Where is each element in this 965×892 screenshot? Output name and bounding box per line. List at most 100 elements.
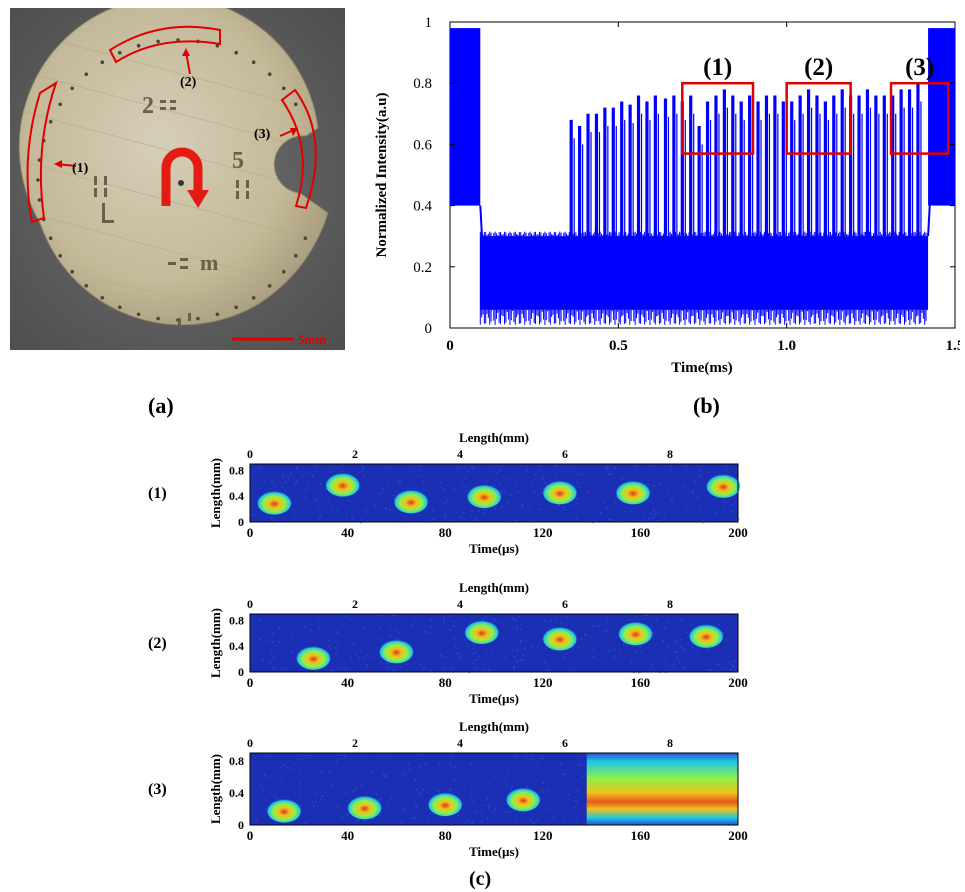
heatmap-noise	[430, 619, 432, 622]
heatmap-noise	[558, 504, 560, 506]
heatmap-noise	[614, 467, 616, 469]
heatmap-noise	[259, 784, 262, 787]
heatmap-noise	[340, 754, 343, 756]
heatmap-noise	[513, 655, 516, 658]
heatmap-noise	[291, 651, 293, 653]
heatmap-noise	[699, 475, 701, 477]
top-axis-label: Length(mm)	[459, 430, 529, 445]
heatmap-noise	[259, 619, 261, 621]
heatmap-blob	[267, 798, 302, 823]
heatmap-noise	[481, 821, 483, 824]
heatmap-noise	[676, 655, 679, 658]
rim-hole	[282, 269, 286, 274]
heatmap-noise	[469, 515, 472, 517]
heatmap-noise	[330, 471, 333, 473]
heatmap-noise	[674, 651, 677, 653]
heatmap-noise	[501, 506, 503, 508]
heatmap-noise	[666, 646, 668, 648]
rim-hole	[84, 284, 89, 288]
heatmap-noise	[692, 492, 694, 494]
heatmap-noise	[656, 618, 658, 620]
heatmap-noise	[404, 774, 406, 776]
heatmap-blob	[347, 795, 382, 820]
rim-hole	[251, 296, 256, 300]
heatmap-noise	[361, 470, 363, 473]
heatmap-noise	[406, 663, 409, 666]
heatmap-noise	[635, 465, 638, 467]
heatmap-noise	[478, 655, 480, 657]
heatmap-noise	[499, 482, 502, 484]
heatmap-noise	[519, 615, 521, 618]
heatmap-noise	[606, 629, 608, 632]
heatmap-noise	[652, 517, 655, 519]
heatmap-noise	[472, 468, 475, 471]
x-tick-label: 80	[439, 525, 452, 540]
heatmap-noise	[691, 490, 694, 492]
heatmap-noise	[527, 520, 529, 522]
heatmap-noise	[700, 505, 702, 508]
heatmap-noise	[707, 648, 709, 651]
heatmap-noise	[280, 668, 283, 671]
rim-hole	[70, 269, 74, 274]
heatmap-noise	[339, 496, 342, 499]
heatmap-noise	[304, 822, 307, 824]
heatmap-noise	[590, 636, 592, 639]
heatmap-noise	[365, 664, 368, 666]
heatmap-noise	[380, 492, 383, 494]
heatmap-noise	[592, 649, 595, 651]
top-tick-label: 6	[562, 447, 568, 461]
heatmap-noise	[432, 509, 434, 512]
heatmap-noise	[516, 626, 518, 628]
heatmap-noise	[378, 799, 380, 802]
heatmap-noise	[578, 764, 581, 766]
heatmap-blob	[467, 484, 502, 509]
heatmap-blob	[394, 489, 429, 514]
heatmap-noise	[520, 659, 522, 661]
heatmap-noise	[563, 471, 565, 473]
heatmap-noise	[685, 631, 688, 633]
heatmap-noise	[505, 811, 507, 813]
heatmap-noise	[487, 805, 490, 807]
heatmap-noise	[305, 488, 307, 491]
top-tick-label: 2	[352, 597, 358, 611]
x-tick-label: 0	[247, 525, 254, 540]
heatmap-noise	[408, 768, 411, 770]
heatmap-noise	[731, 510, 734, 512]
heatmap-noise	[450, 615, 453, 617]
x-tick-label: 120	[533, 675, 553, 690]
heatmap-noise	[533, 490, 535, 493]
heatmap-noise	[505, 777, 507, 780]
heatmap-noise	[420, 791, 422, 794]
heatmap-noise	[444, 516, 447, 519]
x-tick-label: 200	[728, 675, 748, 690]
rim-hole	[84, 72, 89, 76]
callout-1: (1)	[72, 161, 89, 176]
heatmap-noise	[571, 670, 574, 673]
top-tick-label: 0	[247, 447, 253, 461]
heatmap-row: Length(mm)0 2 4 6 80 40 80 120 160 200Time(µs)00.…	[148, 580, 748, 706]
heatmap-noise	[521, 504, 523, 506]
y-tick-label: 0	[238, 818, 244, 832]
heatmap-noise	[459, 653, 461, 656]
panel-label-a: (a)	[148, 393, 174, 418]
heatmap-noise	[400, 666, 402, 669]
heatmap-noise	[351, 618, 353, 620]
heatmap-noise	[440, 482, 442, 484]
heatmap-noise	[546, 790, 548, 792]
heatmap-noise	[458, 657, 460, 659]
heatmap-noise	[387, 662, 389, 665]
heatmap-noise	[737, 518, 740, 520]
heatmap-noise	[312, 475, 314, 477]
heatmap-noise	[380, 638, 383, 641]
heatmap-noise	[511, 785, 514, 788]
heatmap-noise	[663, 627, 666, 629]
heatmap-noise	[668, 633, 671, 635]
heatmap-noise	[562, 506, 565, 508]
heatmap-noise	[430, 670, 432, 672]
heatmap-noise	[465, 478, 467, 480]
heatmap-noise	[273, 795, 276, 797]
rim-hole	[196, 316, 200, 321]
heatmap-noise	[363, 627, 365, 629]
heatmap-noise	[485, 615, 487, 618]
heatmap-noise	[456, 652, 459, 654]
